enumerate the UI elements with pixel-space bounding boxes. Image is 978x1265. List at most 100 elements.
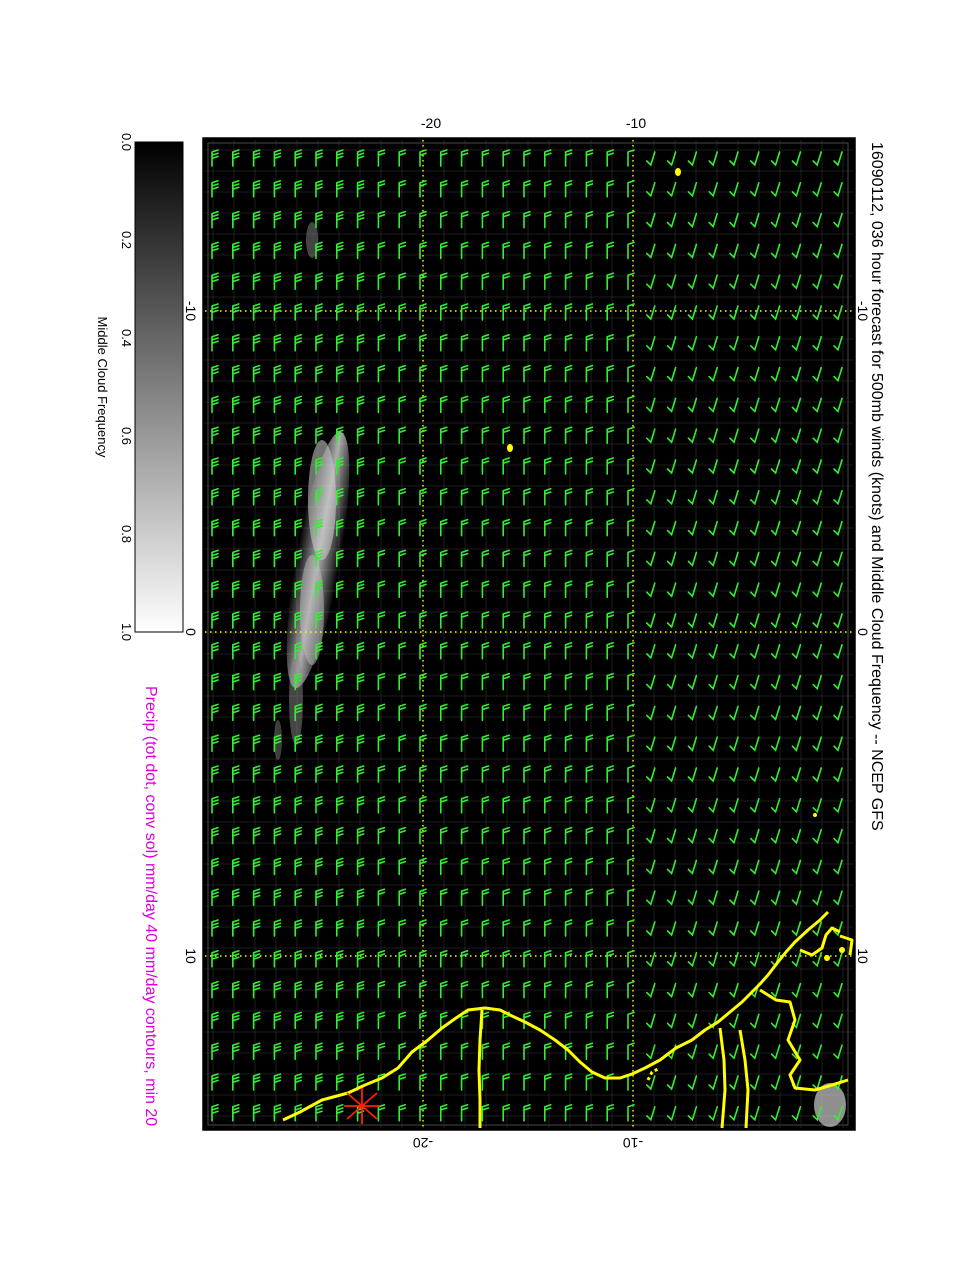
wind-barb	[833, 1075, 843, 1091]
wind-barb	[606, 980, 614, 999]
wind-barb	[398, 796, 406, 814]
wind-barb	[440, 980, 448, 999]
wind-barb	[356, 149, 365, 167]
wind-barb	[502, 826, 510, 845]
wind-barb	[687, 336, 698, 352]
wind-barb	[564, 395, 573, 414]
wind-barb	[666, 1106, 677, 1122]
wind-barb	[232, 580, 240, 598]
wind-barb	[315, 672, 323, 691]
wind-barb	[315, 241, 323, 260]
wind-barbs	[211, 149, 843, 1122]
wind-barb	[294, 180, 302, 198]
wind-barb	[419, 426, 427, 444]
wind-barb	[687, 1044, 698, 1060]
wind-barb	[750, 1013, 760, 1029]
wind-barb	[356, 364, 365, 383]
wind-barb	[729, 1044, 739, 1060]
wind-barb	[585, 426, 594, 444]
wind-barb	[252, 703, 261, 722]
wind-barb	[315, 919, 323, 937]
wind-barb	[770, 1013, 781, 1029]
wind-barb	[606, 364, 614, 383]
wind-barb	[398, 334, 406, 352]
wind-barb	[646, 1044, 656, 1060]
wind-barb	[481, 611, 490, 629]
wind-barb	[356, 580, 365, 598]
wind-barb	[419, 1104, 427, 1122]
wind-barb	[523, 826, 531, 845]
wind-barb	[833, 982, 843, 999]
wind-barb	[232, 950, 240, 968]
wind-barb	[419, 672, 427, 691]
wind-barb	[729, 736, 739, 752]
wind-barb	[252, 1073, 261, 1091]
wind-barb	[211, 672, 219, 691]
colorbar-tick-label: 0.0	[119, 133, 134, 151]
wind-barb	[812, 1013, 822, 1029]
wind-barb	[398, 703, 406, 722]
wind-barb	[687, 551, 698, 567]
wind-barb	[708, 613, 718, 629]
wind-barb	[460, 272, 469, 290]
wind-barb	[460, 1073, 469, 1091]
wind-barb	[336, 457, 344, 475]
wind-barb	[523, 950, 531, 968]
wind-barb	[232, 734, 240, 752]
wind-barb	[708, 397, 718, 413]
wind-barb	[687, 952, 698, 968]
wind-barb	[460, 796, 469, 814]
wind-barb	[750, 182, 760, 198]
wind-barb	[770, 1044, 781, 1060]
wind-barb	[273, 1011, 282, 1030]
wind-barb	[729, 520, 739, 537]
wind-barb	[377, 642, 386, 660]
wind-barb	[585, 1104, 594, 1122]
wind-barb	[273, 1042, 282, 1060]
wind-barb	[377, 919, 386, 937]
wind-barb	[687, 305, 698, 321]
wind-barb	[211, 796, 219, 814]
top-label-2: -10	[626, 115, 646, 131]
wind-barb	[377, 457, 386, 475]
wind-barb	[398, 549, 406, 568]
wind-barb	[770, 459, 781, 475]
wind-barb	[585, 950, 594, 968]
wind-barb	[564, 241, 573, 260]
wind-barb	[294, 457, 302, 475]
wind-barb	[356, 642, 365, 660]
wind-barb	[460, 950, 469, 968]
wind-barb	[750, 890, 760, 906]
wind-barb	[356, 488, 365, 506]
wind-barb	[564, 272, 573, 290]
wind-barb	[708, 582, 718, 598]
wind-barb	[440, 1073, 448, 1091]
wind-barb	[666, 428, 677, 444]
wind-barb	[687, 582, 698, 598]
wind-barb	[666, 243, 677, 259]
wind-barb	[440, 734, 448, 752]
wind-barb	[252, 303, 261, 321]
wind-barb	[336, 796, 344, 814]
wind-barb	[502, 919, 510, 937]
wind-barb	[336, 580, 344, 598]
wind-barb	[606, 1042, 614, 1060]
wind-barb	[627, 549, 635, 568]
wind-barb	[791, 551, 802, 567]
wind-barb	[585, 1073, 594, 1091]
precip-marker	[344, 1088, 380, 1124]
wind-barb	[211, 303, 219, 321]
wind-barb	[356, 549, 365, 568]
wind-barb	[606, 149, 614, 167]
wind-barb	[502, 518, 510, 537]
wind-barb	[211, 919, 219, 937]
wind-barb	[336, 395, 344, 414]
wind-barb	[377, 334, 386, 352]
wind-barb	[627, 1011, 635, 1030]
right-label-2: 0	[855, 628, 871, 636]
wind-barb	[646, 520, 656, 537]
wind-barb	[585, 364, 594, 383]
wind-barb	[252, 642, 261, 660]
wind-barb	[377, 364, 386, 383]
wind-barb	[544, 734, 552, 752]
